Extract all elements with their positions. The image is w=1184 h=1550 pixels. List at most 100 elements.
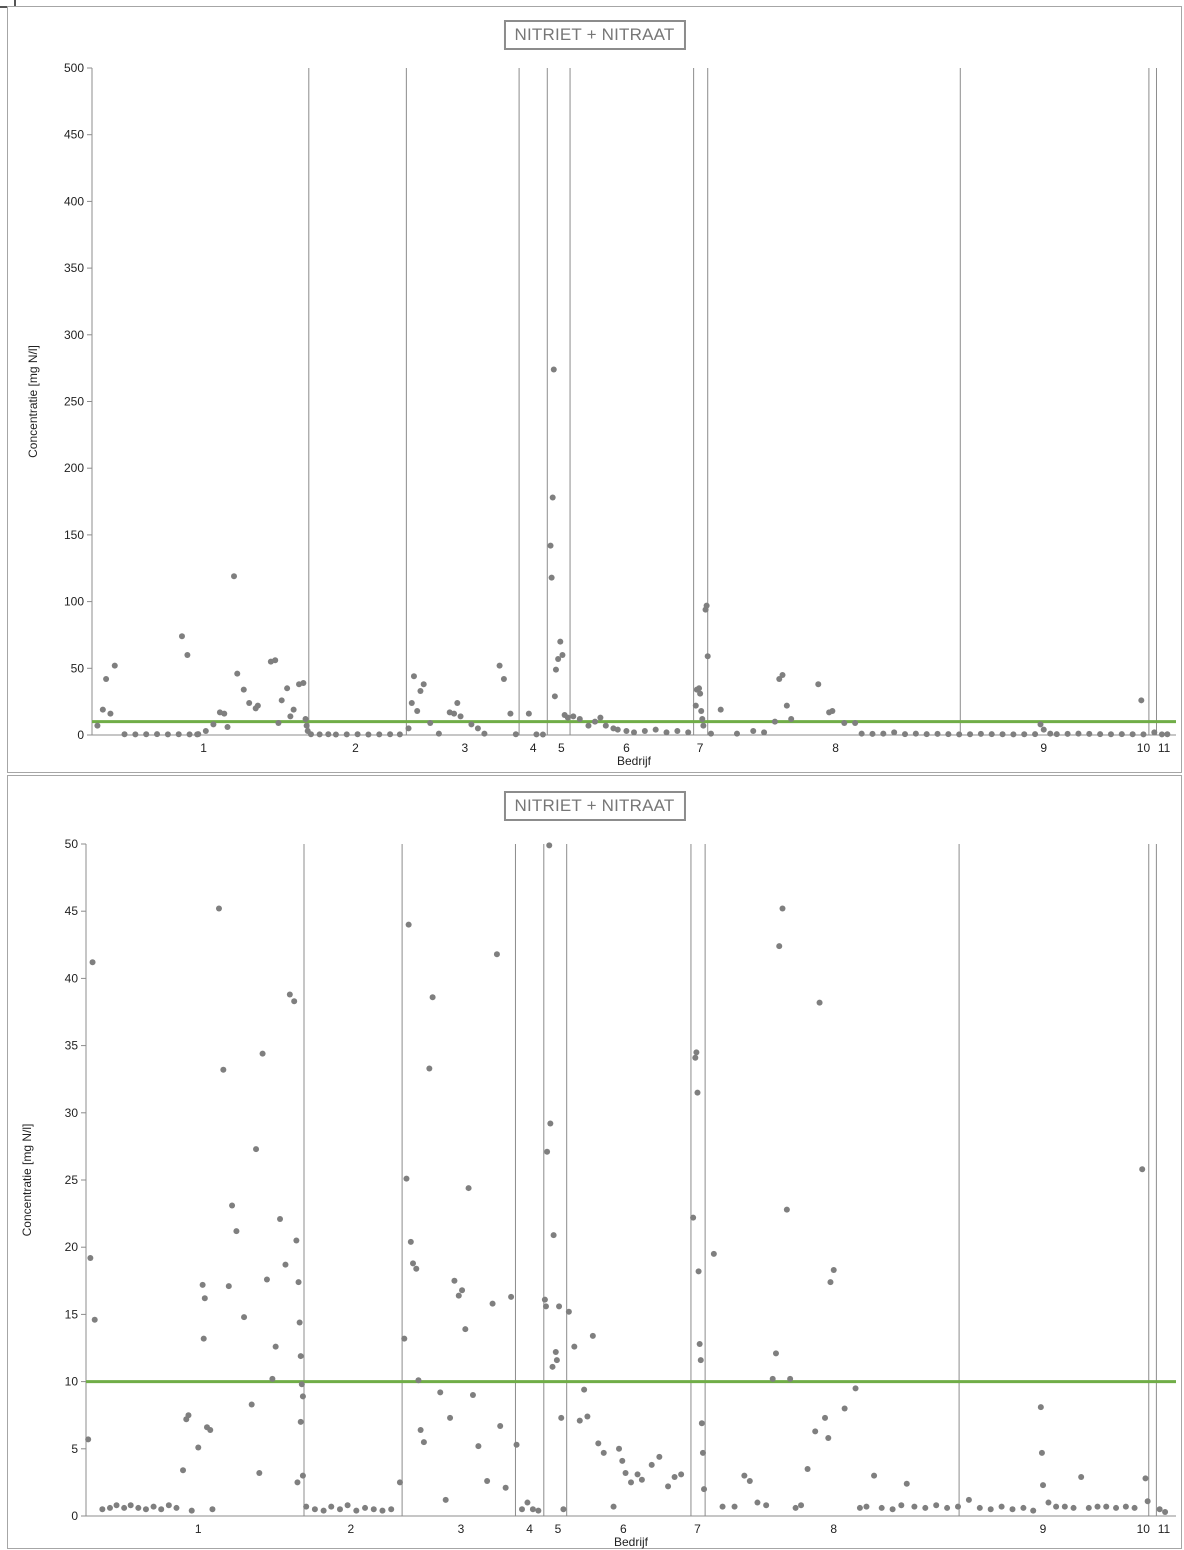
data-point (328, 1503, 335, 1510)
data-point (403, 1175, 410, 1182)
data-point (1139, 1166, 1146, 1173)
data-point (1061, 1503, 1068, 1510)
data-point (201, 1295, 208, 1302)
data-point (830, 1267, 837, 1274)
y-axis-label: Concentratie [mg N/l] (20, 1124, 34, 1237)
data-point (595, 1440, 602, 1447)
data-point (547, 1120, 554, 1127)
data-point (303, 722, 310, 729)
data-point (154, 731, 161, 738)
y-tick-label: 450 (64, 128, 84, 142)
y-tick-label: 20 (65, 1240, 79, 1254)
data-point (1040, 726, 1047, 733)
data-point (94, 722, 101, 729)
data-point (987, 1506, 994, 1513)
y-tick-label: 35 (65, 1039, 79, 1053)
data-point (559, 651, 566, 658)
data-point (405, 921, 412, 928)
data-point (99, 706, 106, 713)
y-tick-label: 15 (65, 1307, 79, 1321)
data-point (253, 1146, 260, 1153)
data-point (600, 1449, 607, 1456)
data-point (410, 1260, 416, 1267)
x-group-label: 8 (830, 1522, 837, 1536)
data-point (1144, 1498, 1151, 1505)
data-point (142, 1506, 149, 1513)
data-point (293, 1237, 300, 1244)
data-point (945, 731, 952, 738)
data-point (552, 666, 559, 673)
data-point (576, 1417, 583, 1424)
data-point (99, 1506, 106, 1513)
data-point (459, 1287, 466, 1294)
chart-panel-bottom: NITRIET + NITRAAT 0 5 10 15 20 25 30 35 40 45 50 1 2… (7, 775, 1182, 1549)
data-point (1053, 1503, 1060, 1510)
x-group-label: 7 (697, 741, 704, 755)
x-group-label: 1 (200, 741, 207, 755)
data-point (591, 718, 598, 725)
data-point (1118, 731, 1125, 738)
data-point (976, 1504, 983, 1511)
data-point (731, 1503, 738, 1510)
data-point (343, 731, 350, 738)
data-point (741, 1472, 748, 1479)
data-point (220, 1066, 227, 1073)
data-point (707, 730, 714, 737)
data-point (1037, 721, 1044, 728)
data-point (546, 842, 553, 849)
x-group-label: 5 (558, 741, 565, 755)
data-point (772, 1350, 779, 1357)
data-point (185, 1412, 192, 1419)
data-point (816, 999, 823, 1006)
data-point (302, 715, 309, 722)
data-point (1078, 1474, 1085, 1481)
data-point (462, 1326, 469, 1333)
data-point (210, 721, 217, 728)
data-point (303, 1503, 310, 1510)
x-group-label: 10 (1137, 1522, 1151, 1536)
data-point (1021, 731, 1028, 738)
data-point (988, 731, 995, 738)
data-point (296, 1319, 303, 1326)
data-point (248, 1401, 255, 1408)
data-point (299, 1393, 306, 1400)
data-point (858, 730, 865, 737)
data-point (184, 651, 191, 658)
y-tick-label: 5 (71, 1442, 78, 1456)
x-group-label: 5 (555, 1522, 562, 1536)
data-point (1085, 1504, 1092, 1511)
data-point (188, 1507, 195, 1514)
x-group-label: 3 (458, 1522, 465, 1536)
x-group-label: 4 (526, 1522, 533, 1536)
data-point (699, 715, 706, 722)
data-point (934, 730, 941, 737)
data-point (648, 1461, 655, 1468)
data-point (135, 1504, 142, 1511)
data-point (694, 1089, 701, 1096)
data-point (693, 1049, 700, 1056)
data-point (898, 1502, 905, 1509)
data-point (468, 721, 475, 728)
data-point (1140, 731, 1147, 738)
data-point (475, 1443, 482, 1450)
data-point (311, 1506, 318, 1513)
data-point (89, 959, 96, 966)
data-point (571, 1343, 578, 1350)
data-point (282, 1261, 289, 1268)
data-point (107, 710, 114, 717)
data-point (1030, 1507, 1037, 1514)
x-axis-label: Bedrijf (617, 754, 652, 768)
data-point (1138, 697, 1145, 704)
data-point (256, 1469, 263, 1476)
data-point (1009, 1506, 1016, 1513)
data-point (555, 655, 562, 662)
y-tick-label: 150 (64, 528, 84, 542)
x-group-label: 9 (1040, 1522, 1047, 1536)
data-point (178, 633, 185, 640)
data-point (1053, 731, 1060, 738)
data-point (165, 1502, 172, 1509)
data-point (300, 679, 307, 686)
data-point (1045, 1499, 1052, 1506)
data-point (698, 707, 705, 714)
data-point (451, 1277, 458, 1284)
